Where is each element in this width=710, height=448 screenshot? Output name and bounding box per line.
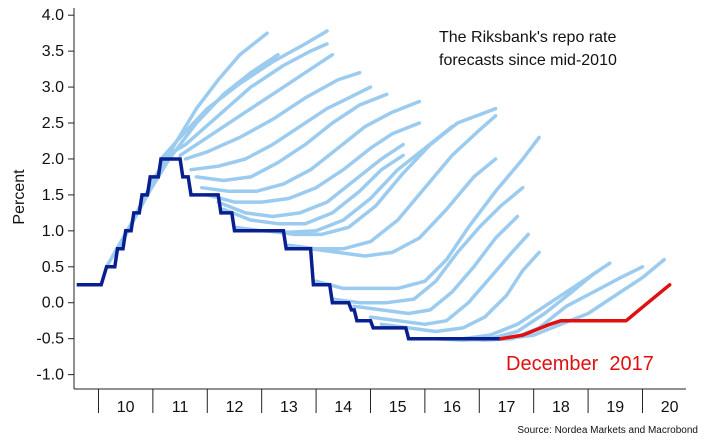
forecast-line bbox=[287, 114, 498, 251]
forecast-line bbox=[194, 92, 389, 183]
actual-rate-line bbox=[76, 157, 501, 341]
y-tick-label: -0.5 bbox=[36, 331, 64, 348]
chart-title-line-1: The Riksbank's repo rate bbox=[439, 29, 616, 46]
x-tick-label: 13 bbox=[280, 399, 298, 416]
source-note: Source: Nordea Markets and Macrobond bbox=[517, 425, 698, 436]
x-tick-label: 11 bbox=[172, 399, 189, 416]
forecast-lines bbox=[104, 29, 666, 342]
forecast-line bbox=[265, 106, 498, 237]
x-tick-label: 15 bbox=[389, 399, 407, 416]
forecast-line bbox=[330, 185, 525, 305]
x-tick-label: 12 bbox=[226, 399, 244, 416]
y-tick-label: 0.5 bbox=[42, 259, 64, 276]
x-tick-label: 14 bbox=[334, 399, 352, 416]
x-tick-label: 16 bbox=[443, 399, 461, 416]
forecast-line bbox=[352, 214, 520, 316]
y-tick-label: 1.5 bbox=[42, 187, 64, 204]
x-tick-label: 19 bbox=[606, 399, 624, 416]
forecast-line bbox=[221, 153, 405, 226]
actual-repo-rate bbox=[76, 157, 672, 341]
forecast-line bbox=[183, 70, 362, 161]
forecast-line bbox=[216, 142, 405, 219]
x-tick-label: 17 bbox=[498, 399, 516, 416]
y-tick-label: 3.5 bbox=[42, 43, 64, 60]
december-2017-forecast-line bbox=[499, 283, 672, 341]
chart-title-line-2: forecasts since mid-2010 bbox=[439, 52, 617, 69]
y-tick-label: -1.0 bbox=[36, 367, 64, 384]
forecast-line bbox=[159, 29, 329, 161]
annotation-december-2017: December 2017 bbox=[506, 353, 654, 375]
forecast-line bbox=[368, 232, 530, 327]
tick-labels: 4.0 3.5 3.0 2.5 2.0 1.5 1.0 0.5 0.0 -0.5 -1.0 10 11 1… bbox=[36, 7, 678, 416]
forecast-line bbox=[159, 42, 329, 161]
y-axis-label: Percent bbox=[11, 169, 28, 225]
chart-axes bbox=[68, 8, 686, 413]
x-tick-label: 10 bbox=[117, 399, 135, 416]
y-tick-label: 4.0 bbox=[42, 7, 64, 24]
y-tick-label: 0.0 bbox=[42, 295, 64, 312]
forecast-line bbox=[200, 99, 422, 194]
y-tick-label: 1.0 bbox=[42, 223, 64, 240]
forecast-line bbox=[314, 135, 541, 291]
forecast-line bbox=[308, 157, 498, 258]
y-tick-label: 3.0 bbox=[42, 79, 64, 96]
y-tick-label: 2.5 bbox=[42, 115, 64, 132]
forecast-line bbox=[189, 85, 373, 172]
forecast-line bbox=[379, 250, 541, 334]
x-tick-label: 20 bbox=[661, 399, 679, 416]
x-tick-label: 18 bbox=[552, 399, 570, 416]
forecast-line bbox=[205, 121, 422, 204]
forecast-line bbox=[178, 52, 335, 158]
y-tick-label: 2.0 bbox=[42, 151, 64, 168]
